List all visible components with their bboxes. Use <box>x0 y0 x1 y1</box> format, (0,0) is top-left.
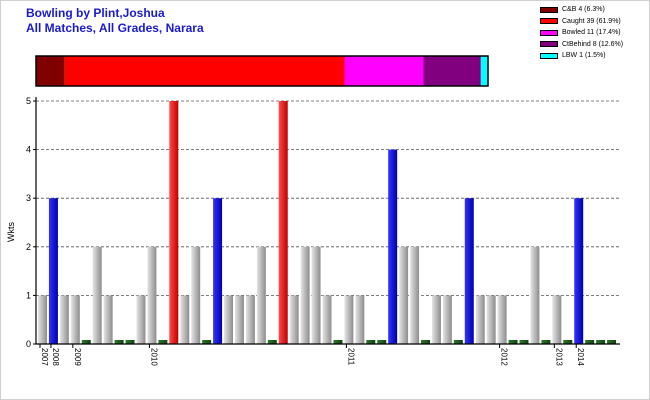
bar-19 <box>245 295 255 344</box>
legend-swatch-ctbehind <box>540 41 558 47</box>
bar-34 <box>410 246 420 344</box>
bar-6 <box>103 295 113 344</box>
x-tick-labels: 2007 2008 2009 2010 2011 2012 2013 2014 <box>39 344 585 366</box>
x-tick-label: 2008 <box>51 348 60 366</box>
bar-52 <box>607 340 617 344</box>
legend-label-caught: Caught 39 (61.9%) <box>562 17 621 25</box>
legend-swatch-cb <box>540 6 558 13</box>
legend-item-caught: Caught 39 (61.9%) <box>540 16 623 27</box>
bar-2 <box>59 295 69 344</box>
bar-45 <box>530 246 540 344</box>
bar-35 <box>421 340 430 344</box>
legend: C&B 4 (6.3%) Caught 39 (61.9%) Bowled 11… <box>540 4 623 62</box>
x-tick-label: 2007 <box>40 348 49 366</box>
bar-32 <box>388 149 398 344</box>
stack-segment-lbw <box>480 56 488 86</box>
y-tick-label: 1 <box>26 290 31 300</box>
bar-20 <box>256 246 266 344</box>
x-tick-label: 2012 <box>500 348 509 366</box>
chart-title-line1: Bowling by Plint,Joshua <box>26 6 165 20</box>
y-tick-label: 0 <box>26 339 31 349</box>
bar-25 <box>311 246 321 344</box>
bar-37 <box>442 295 452 344</box>
y-tick-label: 2 <box>26 242 31 252</box>
bar-38 <box>453 340 463 344</box>
bar-14 <box>191 246 201 344</box>
bar-42 <box>497 295 507 344</box>
y-tick-label: 5 <box>26 96 31 106</box>
bar-49 <box>574 198 584 344</box>
stack-segment-ctbehind <box>423 56 481 86</box>
y-tick-labels: 0 1 2 3 4 5 <box>26 96 31 349</box>
bar-11 <box>158 340 168 344</box>
bar-30 <box>366 340 376 344</box>
bar-23 <box>289 295 299 344</box>
x-tick-label: 2014 <box>576 348 585 366</box>
legend-label-ctbehind: CtBehind 8 (12.6%) <box>562 40 624 48</box>
bar-9 <box>136 295 146 344</box>
bar-43 <box>508 340 518 344</box>
bar-5 <box>92 246 102 344</box>
axes <box>33 97 620 345</box>
bar-7 <box>114 340 124 344</box>
stack-segment-caught <box>64 56 345 86</box>
x-tick-label: 2010 <box>149 348 158 366</box>
bar-29 <box>355 295 365 344</box>
legend-swatch-caught <box>540 18 558 24</box>
legend-swatch-bowled <box>540 29 558 36</box>
bar-3 <box>70 295 80 344</box>
wicket-bars <box>38 101 617 344</box>
y-axis-label: Wkts <box>6 222 16 242</box>
bar-50 <box>585 340 595 344</box>
bar-12 <box>169 101 179 344</box>
chart-title-line2: All Matches, All Grades, Narara <box>26 21 204 35</box>
stack-segment-cb <box>36 56 65 86</box>
legend-swatch-lbw <box>540 52 558 59</box>
x-tick-label: 2011 <box>346 348 355 366</box>
bar-22 <box>278 101 288 344</box>
stack-bar-outline <box>35 55 489 87</box>
bar-40 <box>475 295 485 344</box>
bar-10 <box>147 246 157 344</box>
bar-4 <box>81 340 91 344</box>
legend-label-lbw: LBW 1 (1.5%) <box>562 52 606 59</box>
legend-label-cb: C&B 4 (6.3%) <box>562 6 605 13</box>
bar-18 <box>234 295 244 344</box>
x-tick-label: 2013 <box>554 348 563 366</box>
bar-13 <box>180 295 190 344</box>
bar-33 <box>399 246 409 344</box>
bar-8 <box>125 340 135 344</box>
bar-36 <box>431 295 441 344</box>
bar-1 <box>48 198 58 344</box>
bar-28 <box>344 295 354 344</box>
bar-39 <box>464 198 474 344</box>
dismissal-stacked-bar <box>35 55 489 87</box>
legend-item-ctbehind: CtBehind 8 (12.6%) <box>540 39 623 50</box>
y-tick-label: 4 <box>26 145 31 155</box>
bar-46 <box>541 340 551 344</box>
x-tick-label: 2009 <box>73 348 82 366</box>
legend-item-lbw: LBW 1 (1.5%) <box>540 50 623 61</box>
bar-48 <box>563 340 573 344</box>
y-tick-label: 3 <box>26 193 31 203</box>
bar-0 <box>38 295 47 344</box>
bar-44 <box>519 340 529 344</box>
legend-item-cb: C&B 4 (6.3%) <box>540 4 623 15</box>
bar-41 <box>486 295 496 344</box>
bar-26 <box>322 295 332 344</box>
bar-21 <box>267 340 277 344</box>
bar-15 <box>202 340 212 344</box>
bar-17 <box>224 295 234 344</box>
stack-segment-bowled <box>344 56 424 86</box>
bar-51 <box>596 340 606 344</box>
bar-24 <box>300 246 310 344</box>
legend-label-bowled: Bowled 11 (17.4%) <box>562 29 621 36</box>
bar-27 <box>333 340 343 344</box>
bar-31 <box>377 340 387 344</box>
bar-16 <box>213 198 223 344</box>
bar-47 <box>552 295 562 344</box>
legend-item-bowled: Bowled 11 (17.4%) <box>540 27 623 38</box>
